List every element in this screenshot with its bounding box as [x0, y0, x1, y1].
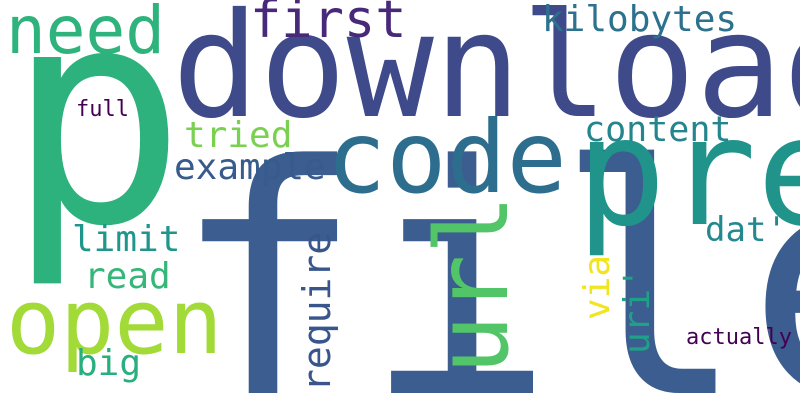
word-limit: limit: [72, 219, 181, 260]
word-full: full: [76, 97, 129, 122]
word-file: file: [172, 98, 800, 400]
word-actually: actually: [686, 325, 792, 350]
word-uri: uri': [617, 267, 658, 354]
word-p: p: [6, 0, 187, 292]
word-need: need: [6, 0, 165, 69]
word-via: via: [577, 254, 618, 320]
word-download: download: [172, 0, 800, 151]
word-pre: pre: [576, 86, 800, 260]
word-tried: tried: [184, 115, 293, 156]
word-read: read: [84, 256, 171, 297]
word-kilobytes: kilobytes: [542, 0, 738, 40]
word-content: content: [584, 110, 732, 150]
word-code: code: [326, 99, 567, 216]
word-url: url: [414, 194, 531, 375]
word-big: big: [76, 343, 142, 384]
word-dat: dat': [705, 210, 787, 250]
word-example: example: [174, 147, 326, 188]
word-require: require: [295, 231, 339, 392]
word-first: first: [250, 0, 407, 50]
word-open: open: [6, 270, 223, 375]
